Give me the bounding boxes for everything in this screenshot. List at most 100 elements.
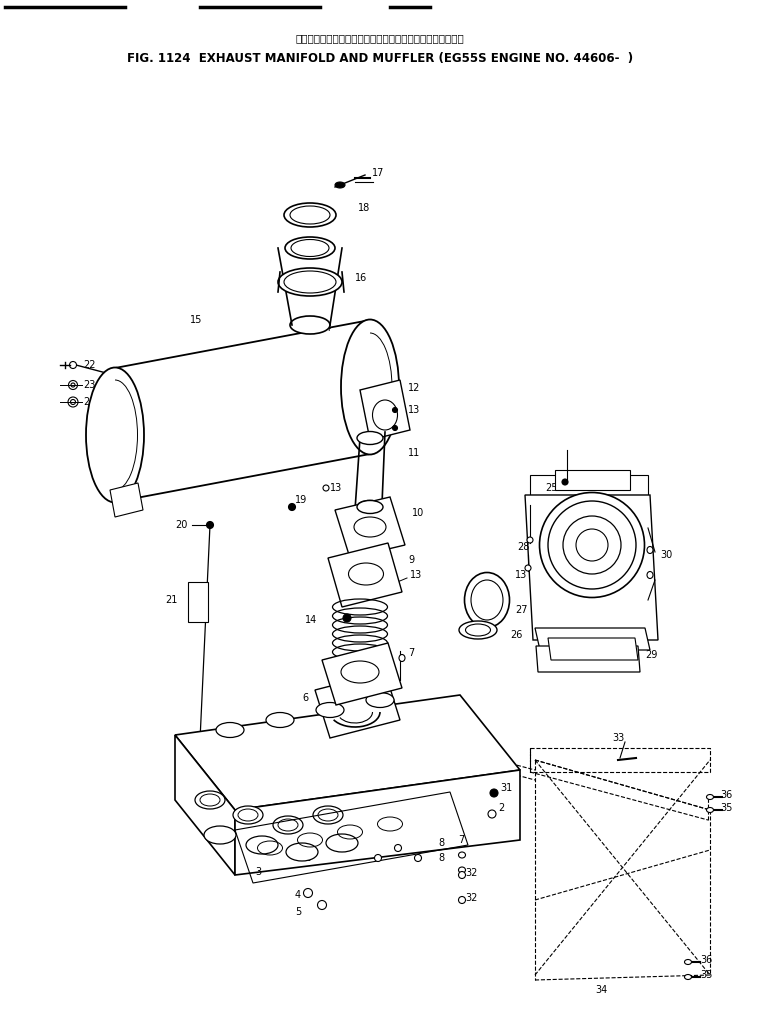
Ellipse shape <box>313 806 343 824</box>
Ellipse shape <box>195 791 225 809</box>
Polygon shape <box>555 470 630 490</box>
Ellipse shape <box>335 182 345 187</box>
Ellipse shape <box>414 855 422 861</box>
Text: 2: 2 <box>498 803 504 813</box>
Ellipse shape <box>246 836 278 854</box>
Ellipse shape <box>548 501 636 589</box>
Text: 26: 26 <box>510 630 522 640</box>
Text: 24: 24 <box>83 397 95 407</box>
Polygon shape <box>530 475 648 495</box>
Text: 36: 36 <box>700 955 712 965</box>
Text: 17: 17 <box>372 168 385 178</box>
Text: 7: 7 <box>458 835 464 845</box>
Ellipse shape <box>562 479 568 485</box>
Ellipse shape <box>68 380 78 389</box>
Ellipse shape <box>284 203 336 227</box>
Text: 13: 13 <box>330 483 342 493</box>
Ellipse shape <box>394 845 401 852</box>
Text: 23: 23 <box>83 380 95 390</box>
Ellipse shape <box>488 810 496 818</box>
Ellipse shape <box>375 855 382 861</box>
Polygon shape <box>315 672 400 738</box>
Text: 13: 13 <box>410 570 423 580</box>
Text: 29: 29 <box>645 650 657 660</box>
Text: 19: 19 <box>295 495 307 505</box>
Ellipse shape <box>278 268 342 296</box>
Text: 3: 3 <box>255 867 261 877</box>
Ellipse shape <box>458 852 465 858</box>
Text: 21: 21 <box>165 595 177 605</box>
Polygon shape <box>335 497 405 558</box>
Ellipse shape <box>357 500 383 514</box>
Polygon shape <box>525 495 658 640</box>
Text: 32: 32 <box>465 893 477 903</box>
Polygon shape <box>175 695 520 810</box>
Ellipse shape <box>290 316 330 334</box>
Text: 35: 35 <box>700 970 712 980</box>
Polygon shape <box>328 543 402 607</box>
Ellipse shape <box>207 522 214 529</box>
Ellipse shape <box>291 239 329 257</box>
Ellipse shape <box>233 806 263 824</box>
Text: 33: 33 <box>612 733 624 743</box>
Ellipse shape <box>707 795 714 800</box>
Text: 27: 27 <box>515 605 527 615</box>
Ellipse shape <box>459 621 497 639</box>
Polygon shape <box>548 638 638 660</box>
Ellipse shape <box>71 383 75 387</box>
Ellipse shape <box>354 517 386 537</box>
Ellipse shape <box>343 614 351 622</box>
Ellipse shape <box>323 485 329 491</box>
Ellipse shape <box>86 368 144 502</box>
Ellipse shape <box>458 871 465 878</box>
Text: 8: 8 <box>438 853 444 863</box>
Ellipse shape <box>289 503 296 511</box>
Ellipse shape <box>647 572 653 579</box>
Polygon shape <box>360 380 410 440</box>
Ellipse shape <box>204 826 236 844</box>
Ellipse shape <box>200 794 220 806</box>
Ellipse shape <box>357 431 383 444</box>
Text: 22: 22 <box>83 360 96 370</box>
Text: 36: 36 <box>720 790 732 800</box>
Ellipse shape <box>465 624 490 636</box>
Polygon shape <box>322 643 402 705</box>
Text: 14: 14 <box>348 718 360 728</box>
Text: エキゾースト　マニホールド　および　マフラ　　適用号機: エキゾースト マニホールド および マフラ 適用号機 <box>296 33 464 43</box>
Text: 12: 12 <box>408 383 420 393</box>
Ellipse shape <box>372 400 397 430</box>
Text: FIG. 1124  EXHAUST MANIFOLD AND MUFFLER (EG55S ENGINE NO. 44606-  ): FIG. 1124 EXHAUST MANIFOLD AND MUFFLER (… <box>127 52 633 64</box>
Ellipse shape <box>286 843 318 861</box>
Text: 25: 25 <box>545 483 558 493</box>
Ellipse shape <box>392 408 397 413</box>
Ellipse shape <box>273 816 303 834</box>
Ellipse shape <box>285 237 335 259</box>
Text: 1: 1 <box>305 853 311 863</box>
Ellipse shape <box>341 661 379 683</box>
Ellipse shape <box>303 889 312 898</box>
Ellipse shape <box>464 573 509 628</box>
Text: 14: 14 <box>305 615 317 625</box>
Ellipse shape <box>316 702 344 717</box>
Ellipse shape <box>707 807 714 812</box>
Ellipse shape <box>576 529 608 561</box>
Ellipse shape <box>490 789 498 797</box>
Ellipse shape <box>71 399 75 405</box>
Ellipse shape <box>69 362 77 369</box>
Polygon shape <box>175 735 235 875</box>
Text: 10: 10 <box>412 508 424 518</box>
Ellipse shape <box>290 206 330 224</box>
Ellipse shape <box>392 426 397 430</box>
Ellipse shape <box>399 654 405 661</box>
Text: 6: 6 <box>302 693 308 703</box>
Ellipse shape <box>326 834 358 852</box>
Text: 34: 34 <box>595 985 607 995</box>
Text: 15: 15 <box>190 315 202 325</box>
Text: 30: 30 <box>660 550 673 560</box>
Text: 16: 16 <box>355 273 367 283</box>
Text: 13: 13 <box>515 570 527 580</box>
Ellipse shape <box>685 974 692 979</box>
Text: 13: 13 <box>408 405 420 415</box>
Ellipse shape <box>458 897 465 904</box>
Text: 20: 20 <box>175 520 188 530</box>
